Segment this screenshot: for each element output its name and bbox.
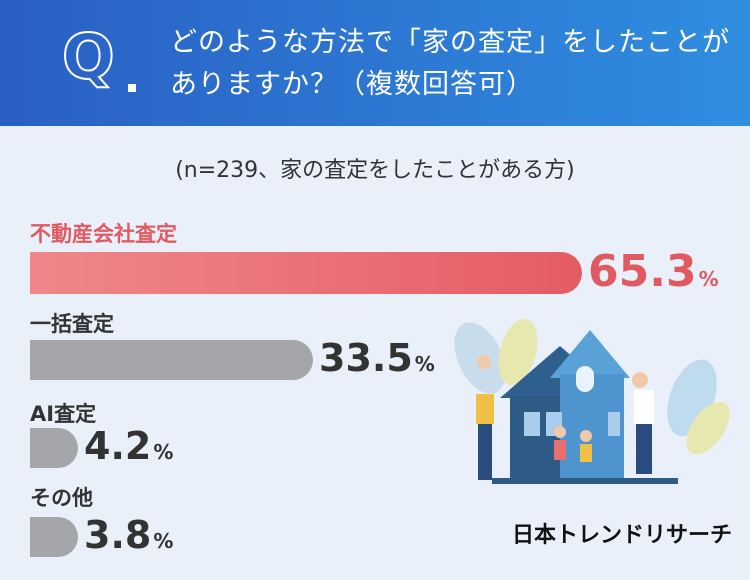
bar [30,517,78,557]
q-dot [128,84,136,92]
value-unit: % [698,267,719,291]
person-body [634,390,654,424]
category-label: その他 [30,486,93,510]
child-body [580,444,592,462]
category-label: 一括査定 [30,312,114,336]
bar [30,340,313,380]
value-label: 3.8% [84,513,173,557]
value-label: 33.5% [319,336,435,380]
window-icon [608,412,620,436]
person-body [476,394,494,424]
value-unit: % [153,529,174,553]
value-label: 4.2% [84,424,173,468]
q-mark: Q [61,20,116,93]
person-legs [636,424,652,474]
category-label: AI査定 [30,402,97,426]
question-header: Q どのような方法で「家の査定」をしたことがありますか？（複数回答可） [0,0,750,126]
person-head [632,372,648,388]
question-text: どのような方法で「家の査定」をしたことがありますか？（複数回答可） [170,27,730,100]
category-label: 不動産会社査定 [30,222,177,246]
sample-size-note: (n=239、家の査定をしたことがある方) [175,158,575,183]
value-number: 3.8 [84,513,152,557]
value-unit: % [153,440,174,464]
ground-line [492,478,678,484]
family-house-illustration [454,318,730,484]
leaf-icon [498,318,538,386]
child-head [580,430,592,442]
bar [30,252,582,294]
child-head [554,426,566,438]
window-icon [524,412,540,436]
bar [30,428,78,468]
person-head [477,355,491,369]
window-icon [576,366,594,392]
value-label: 65.3% [588,246,719,297]
brand-logo: 日本トレンドリサーチ [512,523,733,548]
value-number: 65.3 [588,246,697,297]
roof-right [550,330,630,378]
leaf-icon [686,401,730,455]
value-number: 4.2 [84,424,152,468]
value-unit: % [414,352,435,376]
person-legs [478,424,492,480]
child-body [554,440,566,460]
value-number: 33.5 [319,336,413,380]
